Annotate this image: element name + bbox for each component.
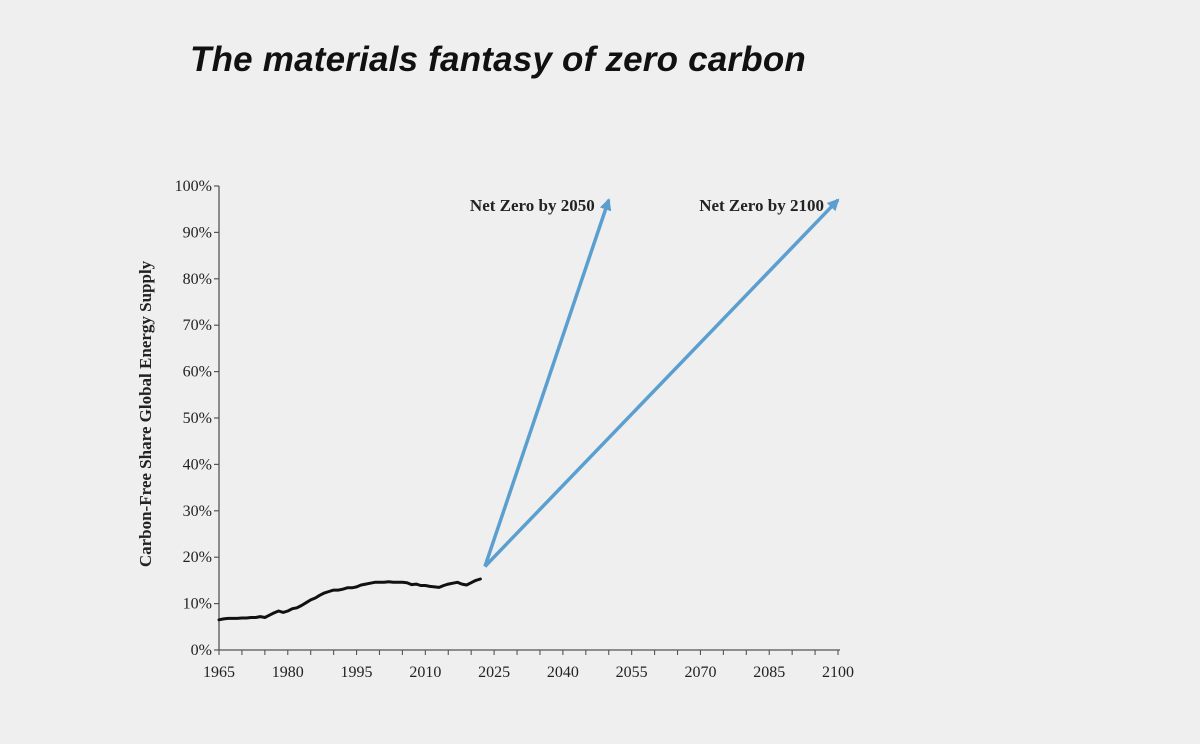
x-tick-label: 2010 — [409, 664, 441, 681]
y-tick-label: 10% — [183, 596, 212, 613]
label-net-zero-2050: Net Zero by 2050 — [470, 196, 595, 215]
x-tick-label: 1980 — [272, 664, 304, 681]
y-tick-label: 20% — [183, 549, 212, 566]
arrow-net-zero-2100 — [483, 198, 840, 568]
slide-title: The materials fantasy of zero carbon — [190, 40, 806, 79]
x-tick-label: 2085 — [753, 664, 785, 681]
y-tick-label: 90% — [183, 224, 212, 241]
x-tick-label: 2070 — [684, 664, 716, 681]
x-tick-label: 1965 — [203, 664, 235, 681]
chart-axes — [218, 186, 840, 651]
y-tick-label: 30% — [183, 503, 212, 520]
x-tick-label: 2055 — [616, 664, 648, 681]
y-tick-label: 80% — [183, 271, 212, 288]
y-axis-ticks: 0% 10% 20% 30% 40% 50% 60% 70% 80% 90% 100% — [175, 178, 219, 659]
series-line-historical — [217, 577, 482, 622]
y-axis-label: Carbon-Free Share Global Energy Supply — [136, 260, 155, 567]
x-tick-label: 2100 — [822, 664, 854, 681]
arrow-net-zero-2050 — [483, 198, 612, 568]
projection-layer: Net Zero by 2050 Net Zero by 2100 — [470, 196, 840, 568]
y-tick-label: 0% — [191, 642, 212, 659]
y-tick-label: 50% — [183, 410, 212, 427]
x-tick-label: 1995 — [341, 664, 373, 681]
y-tick-label: 60% — [183, 364, 212, 381]
y-tick-label: 40% — [183, 456, 212, 473]
x-tick-label: 2025 — [478, 664, 510, 681]
x-tick-label: 2040 — [547, 664, 579, 681]
x-axis-ticks: 1965 1980 1995 2010 2025 2040 2055 2070 2085 2100 — [203, 650, 854, 681]
y-tick-label: 70% — [183, 317, 212, 334]
label-net-zero-2100: Net Zero by 2100 — [699, 196, 824, 215]
series-layer — [217, 577, 482, 622]
y-tick-label: 100% — [175, 178, 212, 195]
